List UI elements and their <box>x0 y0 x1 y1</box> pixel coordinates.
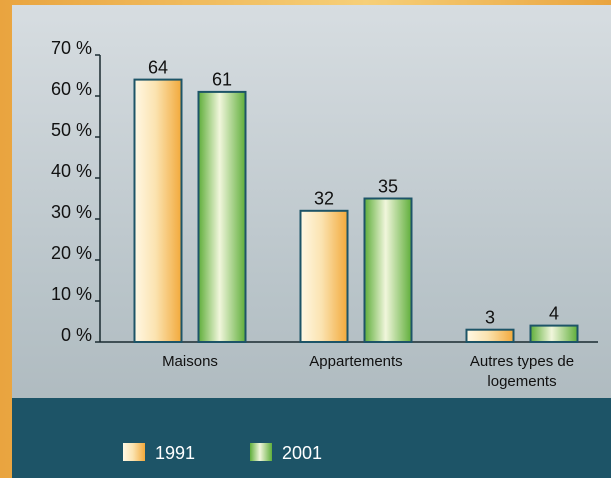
chart: 0 % 10 % 20 % 30 % 40 % 50 % 60 % 70 % 64 61 32 35 3… <box>0 0 611 478</box>
value-label: 35 <box>378 176 398 196</box>
x-tick-label: Maisons <box>115 352 265 372</box>
bar <box>135 80 182 342</box>
value-label: 61 <box>212 70 232 90</box>
bar <box>365 199 412 343</box>
bar <box>467 330 514 342</box>
y-tick-label: 20 % <box>51 243 92 263</box>
value-label: 32 <box>314 189 334 209</box>
y-tick-label: 10 % <box>51 284 92 304</box>
y-tick-label: 40 % <box>51 161 92 181</box>
page: 0 % 10 % 20 % 30 % 40 % 50 % 60 % 70 % 64 61 32 35 3… <box>0 0 611 478</box>
y-tick-label: 50 % <box>51 120 92 140</box>
y-tick-label: 60 % <box>51 79 92 99</box>
y-tick-label: 0 % <box>61 325 92 345</box>
bar <box>199 92 246 342</box>
legend-swatch <box>250 443 272 461</box>
bar <box>531 326 578 342</box>
y-tick-label: 30 % <box>51 202 92 222</box>
x-tick-label: Appartements <box>281 352 431 372</box>
legend-label: 2001 <box>282 443 322 463</box>
value-label: 3 <box>485 307 495 327</box>
x-tick-label: Autres types de logements <box>457 352 587 392</box>
bar <box>301 211 348 342</box>
y-tick-label: 70 % <box>51 38 92 58</box>
legend-label: 1991 <box>155 443 195 463</box>
legend-swatch <box>123 443 145 461</box>
value-label: 64 <box>148 57 168 77</box>
value-label: 4 <box>549 303 559 323</box>
